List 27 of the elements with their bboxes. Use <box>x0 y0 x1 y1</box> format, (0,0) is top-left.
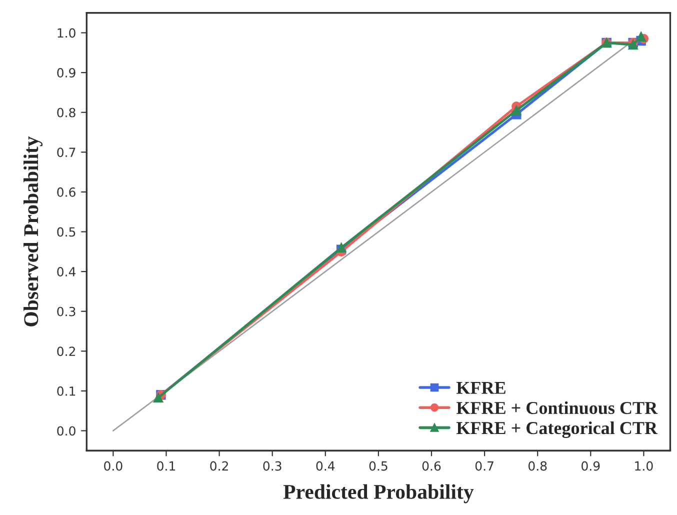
y-axis-title: Observed Probability <box>24 136 42 326</box>
legend-label: KFRE + Continuous CTR <box>456 401 658 414</box>
x-tick-label: 0.2 <box>210 461 228 471</box>
y-tick-label: 0.7 <box>57 148 76 158</box>
x-tick-label: 1.0 <box>635 461 653 471</box>
legend-label: KFRE + Categorical CTR <box>456 421 658 438</box>
y-tick-label: 0.9 <box>57 68 76 78</box>
y-tick-label: 0.1 <box>57 386 76 396</box>
y-tick-label: 0.2 <box>57 346 75 356</box>
x-tick-label: 0.4 <box>316 461 335 471</box>
x-tick-label: 0.5 <box>369 461 388 471</box>
x-tick-label: 0.0 <box>104 461 122 471</box>
x-tick-label: 0.9 <box>582 461 600 471</box>
legend-label: KFRE <box>456 382 506 394</box>
x-tick-label: 0.8 <box>528 461 547 471</box>
y-tick-label: 1.0 <box>58 28 76 38</box>
y-tick-label: 0.5 <box>57 227 76 237</box>
y-tick-label: 0.8 <box>57 108 76 118</box>
x-tick-label: 0.6 <box>422 461 441 471</box>
y-tick-label: 0.6 <box>57 187 76 197</box>
y-tick-label: 0.3 <box>57 306 76 316</box>
x-tick-label: 0.7 <box>475 461 494 471</box>
y-tick-label: 0.0 <box>57 426 76 436</box>
x-tick-label: 0.1 <box>157 461 176 471</box>
x-tick-label: 0.3 <box>263 461 282 471</box>
y-tick-label: 0.4 <box>57 267 76 276</box>
x-axis-title: Predicted Probability <box>283 484 474 504</box>
